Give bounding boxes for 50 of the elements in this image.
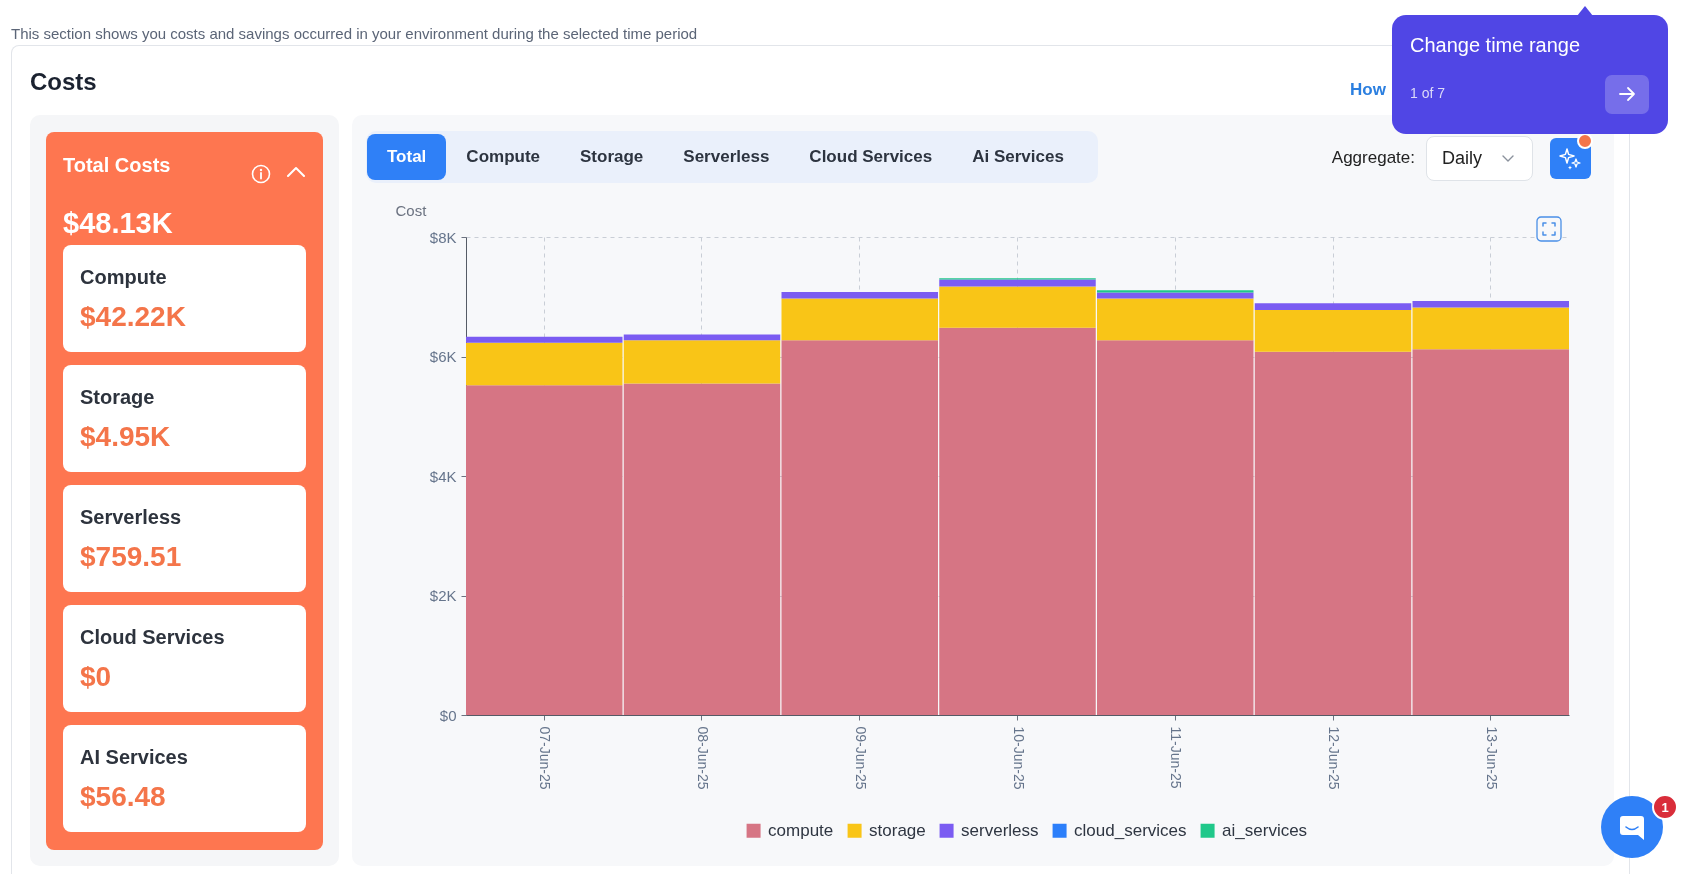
tab-bar: Total Compute Storage Serverless Cloud Services Ai Services bbox=[366, 131, 1098, 183]
tooltip: Change time range 1 of 7 bbox=[1392, 5, 1668, 134]
dropdown: Daily bbox=[1426, 136, 1533, 181]
x-tick-label: 11-Jun-25 bbox=[1168, 726, 1185, 789]
bar bbox=[1412, 349, 1569, 715]
y-tick-label: $6K bbox=[429, 348, 457, 365]
cost-card: AI Services $56.48 bbox=[63, 725, 306, 832]
bar bbox=[939, 279, 1096, 287]
x-tick-label: 13-Jun-25 bbox=[1483, 726, 1500, 790]
legend-label: storage bbox=[869, 820, 926, 840]
text: $48.13K bbox=[63, 206, 173, 241]
bar bbox=[1097, 292, 1254, 299]
y-tick-label: $4K bbox=[429, 467, 457, 485]
bar bbox=[1254, 351, 1412, 715]
x-tick-label: 07-Jun-25 bbox=[537, 726, 554, 790]
text: Costs bbox=[30, 68, 97, 97]
bar bbox=[466, 336, 623, 343]
x-tick-label: 10-Jun-25 bbox=[1010, 726, 1027, 790]
legend-label: cloud_services bbox=[1074, 820, 1187, 840]
x-tick-label: 09-Jun-25 bbox=[852, 726, 869, 790]
y-tick-label: $0 bbox=[439, 706, 457, 724]
legend-label: compute bbox=[768, 820, 834, 840]
active-tab: Total bbox=[367, 134, 447, 180]
bar bbox=[623, 383, 781, 715]
text: This section shows you costs and savings occurred in your environment during the selected time period bbox=[11, 25, 698, 43]
cost-card: Storage $4.95K bbox=[63, 365, 306, 472]
bar bbox=[623, 340, 781, 384]
bar bbox=[1097, 290, 1254, 293]
bar bbox=[466, 385, 623, 715]
y-tick-label: $8K bbox=[429, 228, 457, 246]
notification-badge: 1 bbox=[1652, 794, 1678, 820]
text: How bbox=[1350, 80, 1386, 101]
bar bbox=[781, 291, 938, 299]
x-tick-label: 12-Jun-25 bbox=[1326, 726, 1342, 790]
bar bbox=[1412, 307, 1569, 350]
x-tick-label: 08-Jun-25 bbox=[695, 726, 711, 790]
bar bbox=[623, 334, 781, 341]
cost-card: Compute $42.22K bbox=[63, 245, 306, 352]
text: Total Costs bbox=[63, 153, 171, 177]
cost-card: Serverless $759.51 bbox=[63, 485, 306, 592]
text: Aggregate: bbox=[1331, 148, 1415, 169]
y-axis-title: Cost bbox=[395, 201, 428, 219]
y-tick-label: $2K bbox=[429, 587, 457, 604]
bar bbox=[1254, 303, 1412, 310]
bar bbox=[466, 342, 623, 386]
bar bbox=[1412, 300, 1569, 308]
cost-card: Cloud Services $0 bbox=[63, 605, 306, 712]
legend-label: ai_services bbox=[1222, 820, 1308, 840]
bar bbox=[1254, 309, 1412, 352]
legend-label: serverless bbox=[961, 820, 1039, 840]
